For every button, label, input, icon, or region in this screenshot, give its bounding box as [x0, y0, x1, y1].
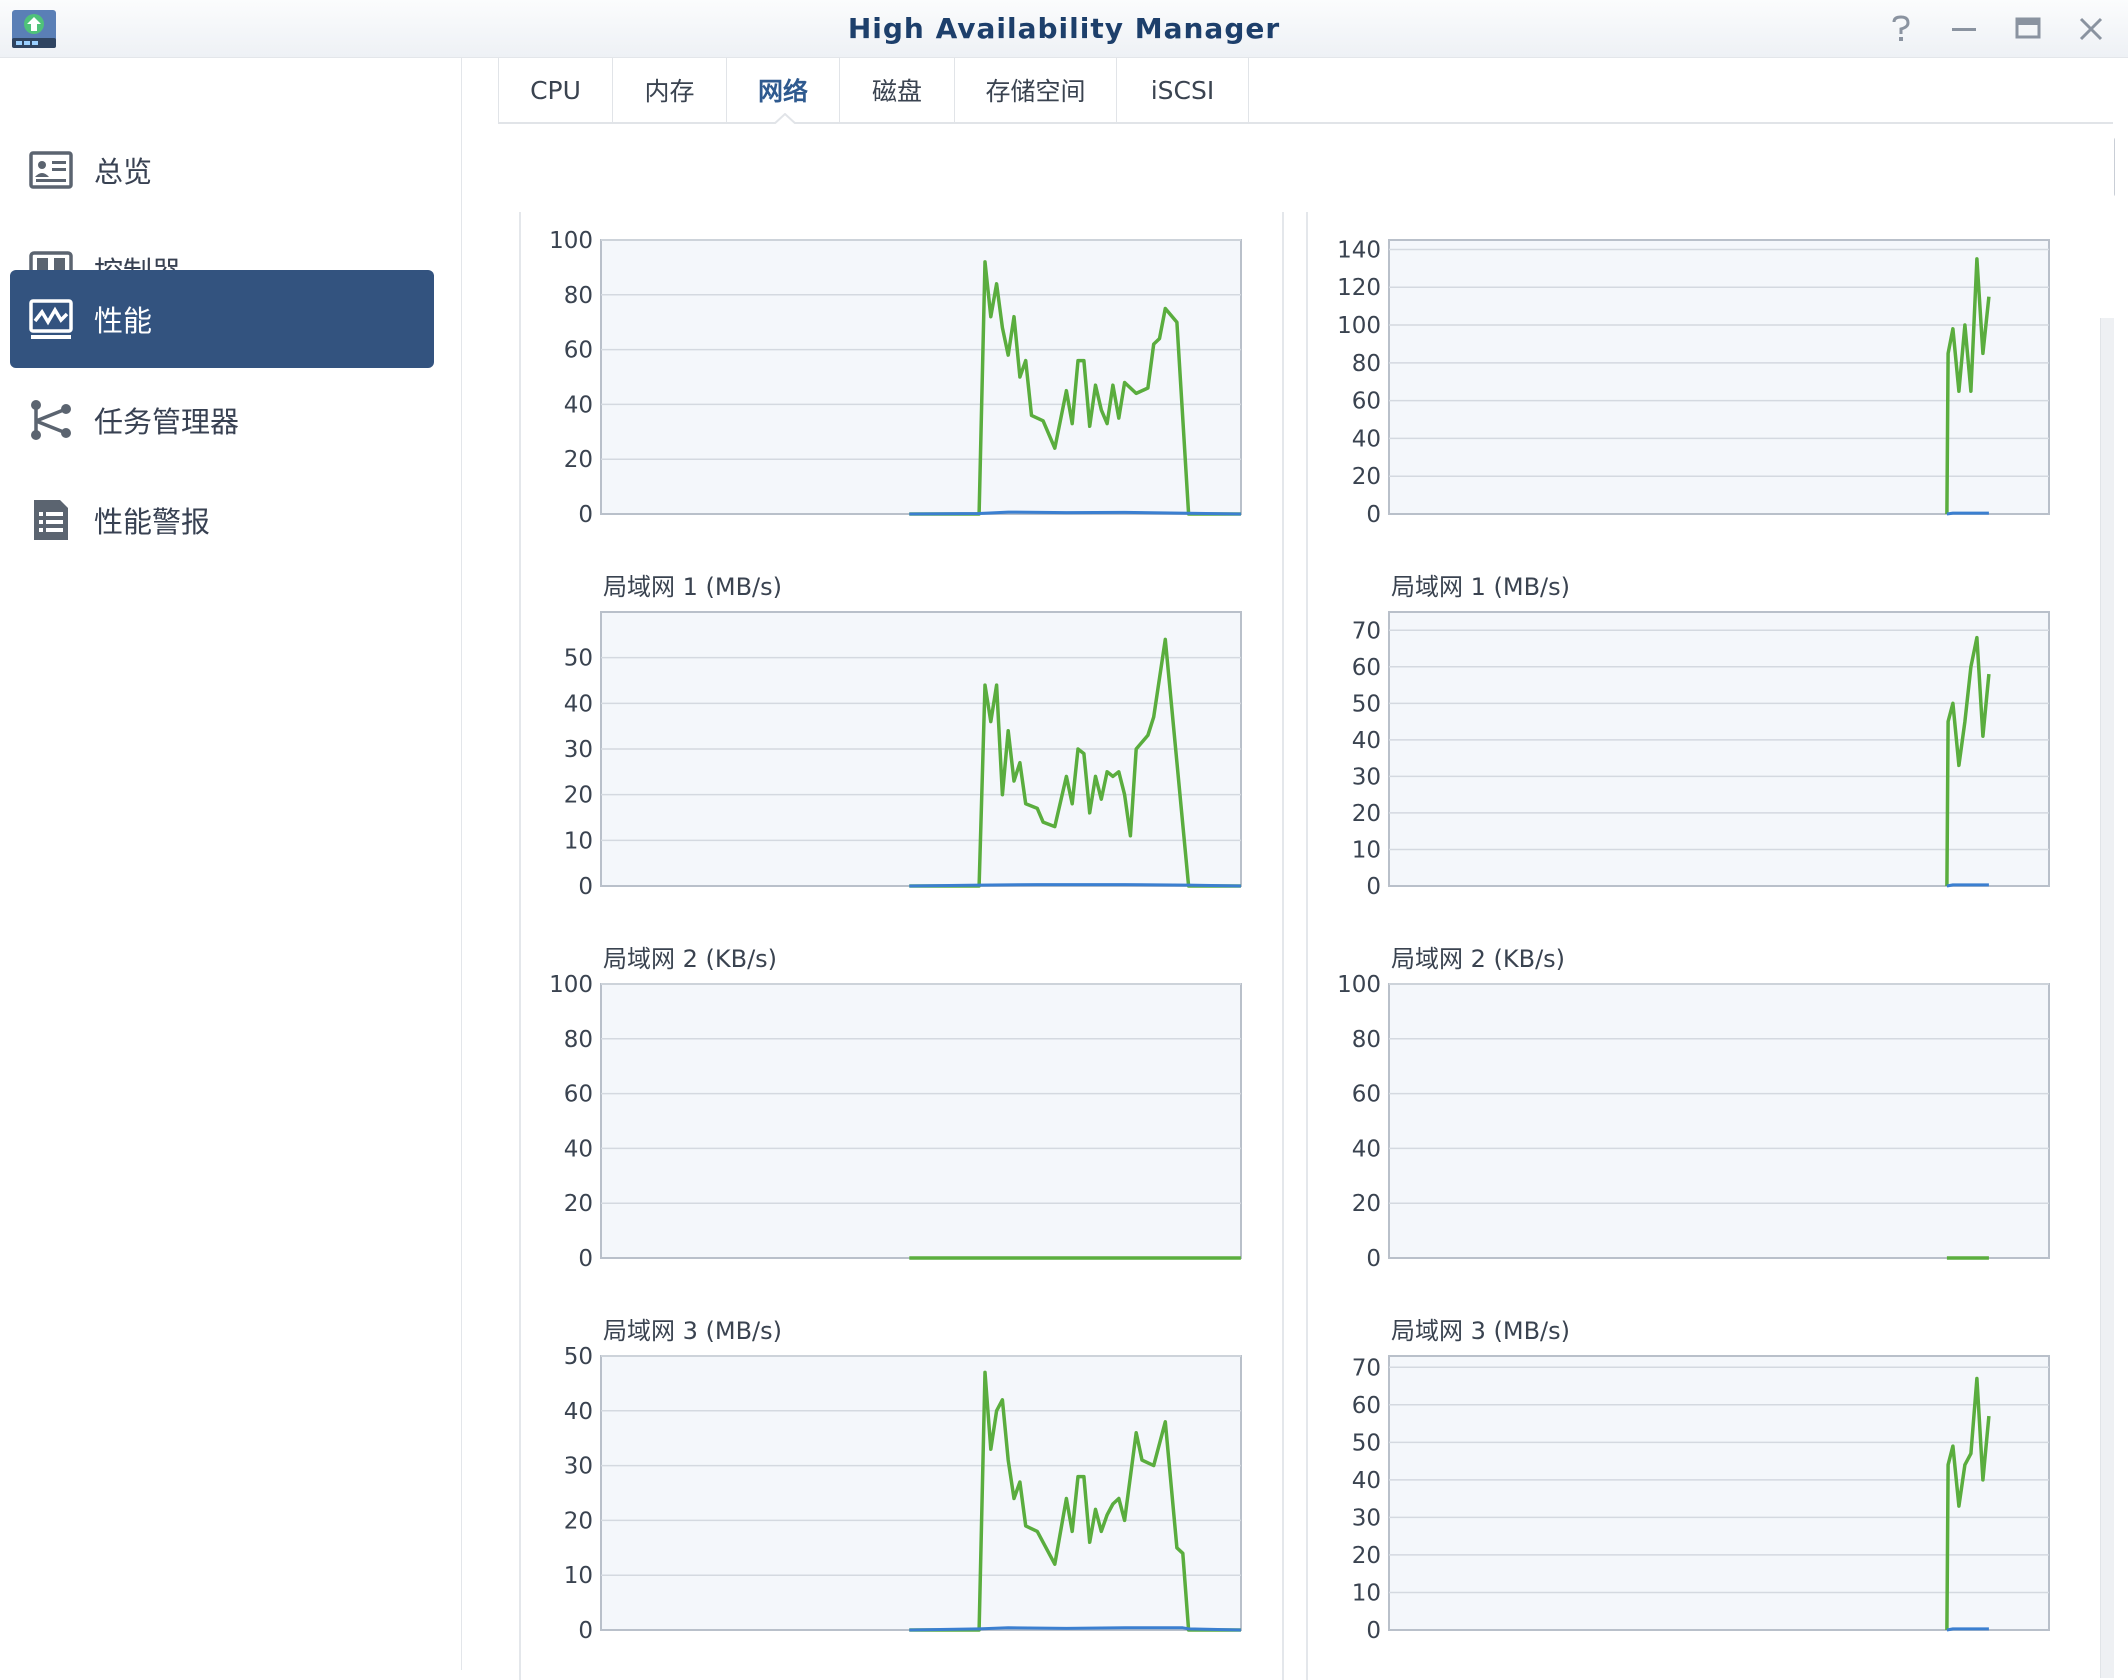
help-icon[interactable] [1883, 12, 1919, 46]
sidebar-item-label: 性能 [94, 304, 153, 338]
sidebar-item-label: 性能警报 [94, 505, 211, 539]
time-range-label: 时间范围: [1689, 159, 1789, 185]
maximize-icon[interactable] [2010, 12, 2046, 46]
tab-cpu[interactable]: CPU [498, 58, 613, 122]
time-range-select[interactable]: 实时 [1815, 137, 2115, 197]
tab-storage[interactable]: 存储空间 [955, 58, 1117, 122]
tab-bar: CPU 内存 网络 磁盘 存储空间 iSCSI [498, 58, 2113, 124]
close-icon[interactable] [2073, 12, 2109, 46]
sidebar-item-performance[interactable]: 性能 [10, 270, 434, 368]
performance-icon [29, 299, 73, 339]
scrollbar[interactable] [2100, 318, 2114, 1678]
sidebar-item-task-manager[interactable]: 任务管理器 [10, 371, 434, 469]
chart-panel-left[interactable] [519, 210, 1284, 1680]
tab-memory[interactable]: 内存 [613, 58, 727, 122]
window-title: High Availability Manager [847, 12, 1281, 45]
tab-network[interactable]: 网络 [727, 58, 840, 122]
sidebar-item-label: 总览 [94, 155, 153, 189]
active-tab-indicator [773, 113, 797, 125]
sidebar-item-label: 任务管理器 [94, 405, 240, 439]
tab-disk[interactable]: 磁盘 [840, 58, 955, 122]
chart-panel-right[interactable] [1306, 210, 2088, 1680]
sidebar-item-alerts[interactable]: 性能警报 [10, 471, 434, 569]
app-logo-icon [12, 10, 56, 48]
alert-list-icon [34, 500, 68, 540]
minimize-icon[interactable] [1946, 12, 1982, 46]
sidebar-item-overview[interactable]: 总览 [10, 121, 434, 219]
tab-iscsi[interactable]: iSCSI [1117, 58, 1249, 122]
title-bar: High Availability Manager [0, 0, 2128, 58]
time-range-value: 实时 [1834, 160, 1882, 188]
chevron-down-icon [2076, 162, 2096, 173]
overview-icon [29, 151, 73, 189]
task-manager-icon [31, 400, 71, 440]
sidebar: 总览 控制器 性能 任务管理器 [0, 58, 462, 1670]
